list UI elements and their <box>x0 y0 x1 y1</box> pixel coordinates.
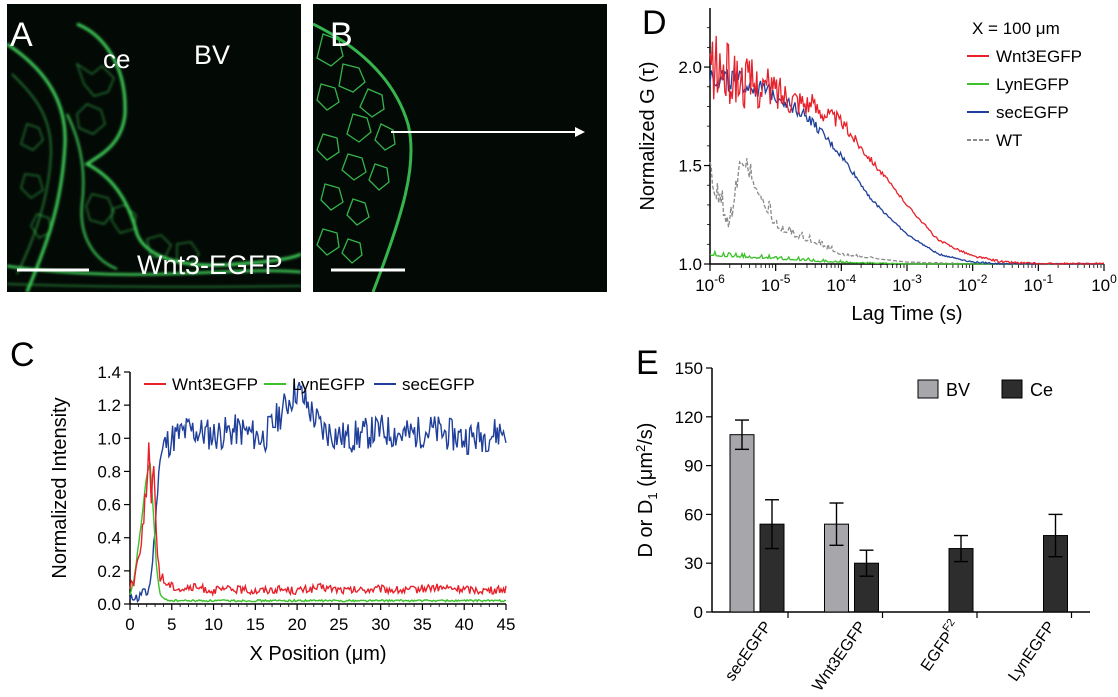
bar-bv-secegfp <box>729 434 755 613</box>
chart-c: 0.0 0.2 0.4 0.6 0.8 1.0 1.2 1.4 0 5 10 15 20 25 30 35 40… <box>49 363 516 665</box>
category-label-secegfp: secEGFP <box>722 619 775 685</box>
legend-label-wnt3egfp: Wnt3EGFP <box>996 47 1082 66</box>
legend-title: X = 100 μm <box>972 19 1060 38</box>
x-axis-label: X Position (μm) <box>249 643 386 665</box>
chart-e: 0 30 60 90 120 150 D or D1 (μm2/s) secEGFP Wnt3E… <box>633 359 1090 695</box>
label-bv: BV <box>194 40 231 70</box>
y-tick-label: 2.0 <box>678 58 702 77</box>
y-tick-label: 0.4 <box>97 529 121 548</box>
series-line-secegfp <box>709 69 1104 265</box>
legend-label-bv: BV <box>946 380 970 400</box>
x-tick-label: 10-1 <box>1024 272 1054 295</box>
x-tick-label: 10-4 <box>827 272 857 295</box>
series-line-wnt3egfp <box>129 442 507 597</box>
x-tick-label: 10 <box>204 615 223 634</box>
panel-b-tissue-drawing <box>313 22 585 292</box>
panel-letter-c: C <box>10 336 35 374</box>
x-tick-label: 20 <box>288 615 307 634</box>
legend-label-wt: WT <box>996 131 1022 150</box>
label-construct: Wnt3-EGFP <box>137 250 283 280</box>
panel-letter-a: A <box>10 16 33 54</box>
y-tick-label: 1.5 <box>678 157 702 176</box>
x-tick-label: 10-2 <box>958 272 988 295</box>
x-tick-label: 15 <box>246 615 265 634</box>
category-label-wnt3egfp: Wnt3EGFP <box>809 619 869 695</box>
series-line-wt <box>709 158 1105 265</box>
y-tick-label: 0.6 <box>97 496 121 515</box>
x-tick-label: 100 <box>1091 272 1117 295</box>
y-axis-label: Normalized G (τ) <box>637 61 659 210</box>
y-tick-label: 30 <box>684 554 703 573</box>
x-tick-label: 45 <box>497 615 516 634</box>
x-tick-label: 40 <box>455 615 474 634</box>
y-tick-label: 1.2 <box>97 396 121 415</box>
panel-b-micrograph <box>313 4 607 292</box>
x-tick-label: 5 <box>167 615 176 634</box>
chart-d: 1.0 1.5 2.0 10-6 10-5 10-4 10-3 10-2 10-1 100 Lag … <box>637 8 1117 325</box>
y-tick-label: 150 <box>675 359 703 378</box>
series-line-secegfp <box>129 379 507 603</box>
y-axis-label: D or D1 (μm2/s) <box>633 423 660 558</box>
y-tick-label: 0.8 <box>97 462 121 481</box>
legend-swatch-ce <box>1001 379 1023 399</box>
legend-label-ce: Ce <box>1030 380 1053 400</box>
x-tick-label: 25 <box>329 615 348 634</box>
x-axis-label: Lag Time (s) <box>851 303 962 325</box>
legend-label-lynegfp: LynEGFP <box>996 75 1069 94</box>
panel-a-tissue-drawing <box>7 22 301 292</box>
series-line-lynegfp <box>129 462 507 603</box>
y-tick-label: 1.0 <box>678 255 702 274</box>
y-tick-label: 0.2 <box>97 562 121 581</box>
y-tick-label: 0 <box>694 603 703 622</box>
x-tick-label: 10-6 <box>695 272 725 295</box>
series-line-wnt3egfp <box>709 35 1105 265</box>
panel-letter-d: D <box>642 4 667 42</box>
panel-a-micrograph: ce BV Wnt3-EGFP <box>7 4 301 292</box>
y-tick-label: 120 <box>675 408 703 427</box>
y-tick-label: 1.0 <box>97 429 121 448</box>
y-axis-label: Normalized Intensity <box>49 397 71 578</box>
category-label-egfpf2: EGFPF2 <box>916 617 965 675</box>
x-tick-label: 0 <box>125 615 134 634</box>
category-label-lynegfp: LynEGFP <box>1005 619 1058 685</box>
panel-letter-e: E <box>636 344 659 382</box>
label-ce: ce <box>103 44 131 74</box>
legend-label-wnt3egfp: Wnt3EGFP <box>172 375 258 394</box>
x-tick-label: 35 <box>413 615 432 634</box>
y-tick-label: 90 <box>684 457 703 476</box>
x-tick-label: 10-5 <box>761 272 791 295</box>
arrow-head <box>575 127 585 137</box>
y-tick-label: 60 <box>684 505 703 524</box>
legend-label-secegfp: secEGFP <box>996 103 1069 122</box>
x-tick-label: 10-3 <box>892 272 922 295</box>
x-tick-label: 30 <box>371 615 390 634</box>
legend-label-lynegfp: LynEGFP <box>292 375 365 394</box>
y-tick-label: 0.0 <box>97 595 121 614</box>
legend-label-secegfp: secEGFP <box>402 375 475 394</box>
legend-swatch-bv <box>917 379 939 399</box>
panel-letter-b: B <box>330 16 353 54</box>
y-tick-label: 1.4 <box>97 363 121 382</box>
